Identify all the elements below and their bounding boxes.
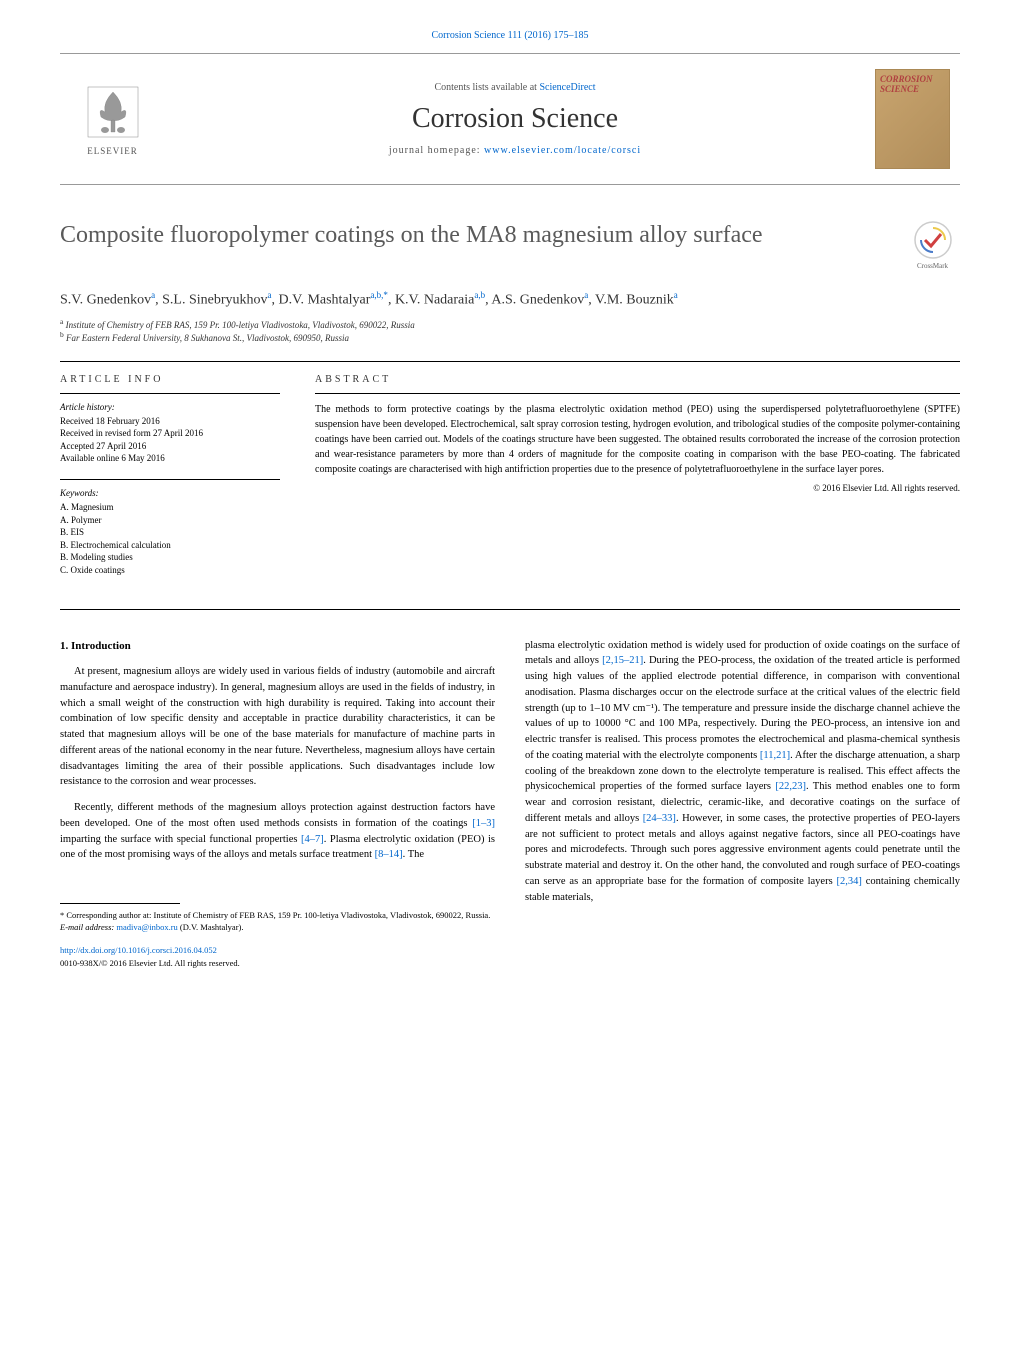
left-column: 1. Introduction At present, magnesium al… [60, 638, 495, 970]
email-footnote: E-mail address: madiva@inbox.ru (D.V. Ma… [60, 922, 495, 934]
ref-11-21[interactable]: [11,21] [760, 750, 790, 761]
intro-para-2: Recently, different methods of the magne… [60, 800, 495, 863]
ref-8-14[interactable]: [8–14] [375, 849, 403, 860]
keyword-line: B. EIS [60, 526, 280, 539]
body-columns: 1. Introduction At present, magnesium al… [60, 638, 960, 970]
affiliation-line: b Far Eastern Federal University, 8 Sukh… [60, 330, 960, 343]
c2-text-b: . During the PEO-process, the oxidation … [525, 655, 960, 761]
contents-available: Contents lists available at ScienceDirec… [155, 82, 875, 93]
email-link[interactable]: madiva@inbox.ru [116, 922, 177, 932]
keyword-line: C. Oxide coatings [60, 564, 280, 577]
ref-4-7[interactable]: [4–7] [301, 834, 324, 845]
footer-meta: http://dx.doi.org/10.1016/j.corsci.2016.… [60, 944, 495, 970]
p2-text-d: . The [403, 849, 424, 860]
history-line: Received 18 February 2016 [60, 415, 280, 428]
sciencedirect-link[interactable]: ScienceDirect [539, 82, 595, 93]
author-list: S.V. Gnedenkova, S.L. Sinebryukhova, D.V… [60, 290, 960, 309]
elsevier-label: ELSEVIER [87, 146, 138, 156]
keyword-line: B. Electrochemical calculation [60, 539, 280, 552]
homepage-prefix: journal homepage: [389, 145, 484, 156]
corresponding-footnote: * Corresponding author at: Institute of … [60, 910, 495, 922]
title-row: Composite fluoropolymer coatings on the … [60, 220, 960, 275]
history-line: Available online 6 May 2016 [60, 452, 280, 465]
article-title: Composite fluoropolymer coatings on the … [60, 220, 885, 251]
p2-text-a: Recently, different methods of the magne… [60, 802, 495, 829]
doi-link[interactable]: http://dx.doi.org/10.1016/j.corsci.2016.… [60, 945, 217, 955]
keyword-line: B. Modeling studies [60, 551, 280, 564]
article-info-heading: ARTICLE INFO [60, 362, 280, 393]
info-abstract-row: ARTICLE INFO Article history: Received 1… [60, 362, 960, 610]
ref-1-3[interactable]: [1–3] [472, 818, 495, 829]
keywords-lines: A. MagnesiumA. PolymerB. EISB. Electroch… [60, 501, 280, 577]
crossmark-badge[interactable]: CrossMark [905, 220, 960, 275]
keywords-label: Keywords: [60, 488, 280, 498]
ref-24-33[interactable]: [24–33] [643, 813, 676, 824]
journal-name: Corrosion Science [155, 103, 875, 135]
elsevier-logo: ELSEVIER [70, 74, 155, 164]
abstract-column: ABSTRACT The methods to form protective … [315, 362, 960, 591]
elsevier-tree-icon [83, 82, 143, 142]
contents-prefix: Contents lists available at [434, 82, 539, 93]
intro-para-1: At present, magnesium alloys are widely … [60, 664, 495, 790]
history-label: Article history: [60, 402, 280, 412]
ref-2-15-21[interactable]: [2,15–21] [602, 655, 643, 666]
history-lines: Received 18 February 2016Received in rev… [60, 415, 280, 465]
crossmark-label: CrossMark [917, 262, 948, 270]
abstract-heading: ABSTRACT [315, 362, 960, 393]
keywords-block: Keywords: A. MagnesiumA. PolymerB. EISB.… [60, 479, 280, 577]
keyword-line: A. Polymer [60, 514, 280, 527]
journal-homepage: journal homepage: www.elsevier.com/locat… [155, 145, 875, 156]
p2-text-b: imparting the surface with special funct… [60, 834, 301, 845]
affiliation-line: a Institute of Chemistry of FEB RAS, 159… [60, 317, 960, 330]
right-column: plasma electrolytic oxidation method is … [525, 638, 960, 970]
issn-copyright: 0010-938X/© 2016 Elsevier Ltd. All right… [60, 958, 240, 968]
section-heading-intro: 1. Introduction [60, 638, 495, 655]
intro-para-continued: plasma electrolytic oxidation method is … [525, 638, 960, 906]
crossmark-icon [913, 220, 953, 260]
footnote-separator [60, 903, 180, 904]
ref-22-23[interactable]: [22,23] [775, 781, 806, 792]
keyword-line: A. Magnesium [60, 501, 280, 514]
ref-2-34[interactable]: [2,34] [837, 876, 862, 887]
homepage-link[interactable]: www.elsevier.com/locate/corsci [484, 145, 641, 156]
journal-cover-thumbnail: CORROSION SCIENCE [875, 69, 950, 169]
affiliations: a Institute of Chemistry of FEB RAS, 159… [60, 317, 960, 343]
article-info-column: ARTICLE INFO Article history: Received 1… [60, 362, 280, 591]
header-center: Contents lists available at ScienceDirec… [155, 82, 875, 156]
header-citation: Corrosion Science 111 (2016) 175–185 [60, 30, 960, 41]
article-history-block: Article history: Received 18 February 20… [60, 393, 280, 465]
history-line: Received in revised form 27 April 2016 [60, 427, 280, 440]
email-name: (D.V. Mashtalyar). [178, 922, 244, 932]
abstract-copyright: © 2016 Elsevier Ltd. All rights reserved… [315, 483, 960, 493]
history-line: Accepted 27 April 2016 [60, 440, 280, 453]
abstract-text: The methods to form protective coatings … [315, 393, 960, 477]
journal-header: ELSEVIER Contents lists available at Sci… [60, 53, 960, 185]
email-label: E-mail address: [60, 922, 116, 932]
cover-title: CORROSION SCIENCE [880, 74, 945, 94]
